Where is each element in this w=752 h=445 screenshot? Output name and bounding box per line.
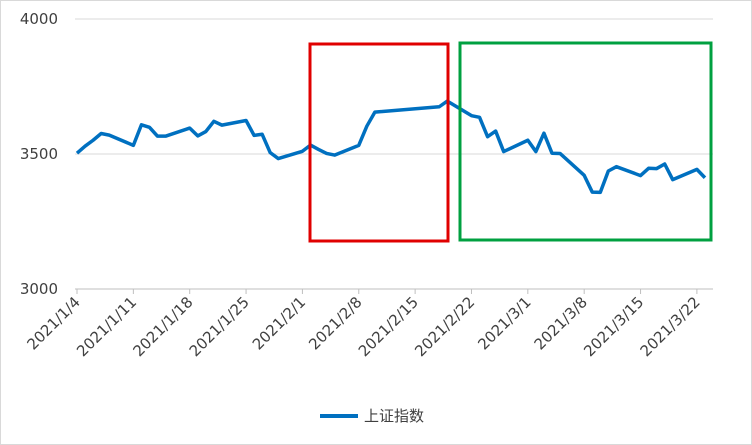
y-tick-label: 3000: [20, 280, 58, 298]
highlight-box-green: [458, 41, 713, 242]
y-tick-label: 3500: [20, 145, 58, 163]
y-tick-label: 4000: [20, 10, 58, 28]
legend-label: 上证指数: [364, 407, 424, 425]
highlight-box-red: [308, 42, 450, 243]
series-line: [75, 99, 707, 195]
